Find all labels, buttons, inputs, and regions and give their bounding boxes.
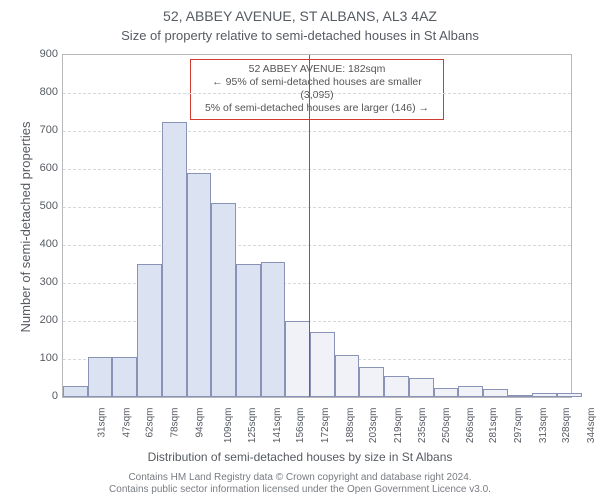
x-tick: 344sqm: [586, 408, 597, 444]
x-tick: 219sqm: [393, 408, 404, 444]
gridline: [63, 245, 571, 246]
annotation-line-1: 52 ABBEY AVENUE: 182sqm: [197, 63, 437, 76]
annotation-box: 52 ABBEY AVENUE: 182sqm ← 95% of semi-de…: [190, 59, 444, 120]
x-tick: 172sqm: [320, 408, 331, 444]
histogram-bar: [310, 332, 335, 397]
annotation-line-2: ← 95% of semi-detached houses are smalle…: [197, 76, 437, 102]
y-tick: 200: [40, 314, 58, 326]
x-axis-label: Distribution of semi-detached houses by …: [0, 450, 600, 464]
title-line-1: 52, ABBEY AVENUE, ST ALBANS, AL3 4AZ: [0, 8, 600, 24]
x-tick: 235sqm: [417, 408, 428, 444]
footer-line-1: Contains HM Land Registry data © Crown c…: [0, 472, 600, 484]
gridline: [63, 93, 571, 94]
histogram-bar: [211, 203, 236, 397]
title-line-2: Size of property relative to semi-detach…: [0, 28, 600, 43]
histogram-bar: [88, 357, 113, 397]
chart-plot-area: 52 ABBEY AVENUE: 182sqm ← 95% of semi-de…: [62, 54, 572, 398]
gridline: [63, 207, 571, 208]
x-tick: 47sqm: [122, 408, 133, 438]
x-tick: 141sqm: [272, 408, 283, 444]
x-tick: 188sqm: [345, 408, 356, 444]
histogram-bar: [112, 357, 137, 397]
histogram-bar: [335, 355, 360, 397]
x-tick: 203sqm: [368, 408, 379, 444]
histogram-bar: [532, 393, 557, 397]
marker-line: [309, 55, 310, 397]
y-tick: 900: [40, 48, 58, 60]
y-tick: 300: [40, 276, 58, 288]
histogram-bar: [384, 376, 409, 397]
histogram-bar: [458, 386, 483, 397]
x-tick: 109sqm: [223, 408, 234, 444]
x-tick: 250sqm: [441, 408, 452, 444]
histogram-bar: [557, 393, 582, 397]
y-axis-label: Number of semi-detached properties: [18, 122, 33, 333]
x-tick: 125sqm: [248, 408, 259, 444]
y-tick: 500: [40, 200, 58, 212]
x-tick: 328sqm: [561, 408, 572, 444]
y-tick: 0: [52, 390, 58, 402]
footer: Contains HM Land Registry data © Crown c…: [0, 472, 600, 496]
histogram-bar: [63, 386, 88, 397]
gridline: [63, 169, 571, 170]
histogram-bar: [483, 389, 508, 397]
histogram-bar: [162, 122, 187, 398]
x-tick: 62sqm: [145, 408, 156, 438]
histogram-bar: [409, 378, 434, 397]
x-tick: 31sqm: [97, 408, 108, 438]
y-tick: 400: [40, 238, 58, 250]
x-tick: 313sqm: [538, 408, 549, 444]
annotation-line-3: 5% of semi-detached houses are larger (1…: [197, 102, 437, 115]
histogram-bar: [434, 388, 459, 398]
gridline: [63, 131, 571, 132]
x-tick: 281sqm: [488, 408, 499, 444]
x-tick: 266sqm: [465, 408, 476, 444]
footer-line-2: Contains public sector information licen…: [0, 484, 600, 496]
histogram-bar: [187, 173, 212, 397]
histogram-bar: [261, 262, 286, 397]
histogram-bar: [359, 367, 384, 397]
y-tick: 600: [40, 162, 58, 174]
histogram-bar: [137, 264, 162, 397]
histogram-bar: [508, 395, 533, 397]
x-tick: 78sqm: [169, 408, 180, 438]
x-tick: 156sqm: [295, 408, 306, 444]
histogram-bar: [236, 264, 261, 397]
histogram-bar: [285, 321, 310, 397]
y-tick: 100: [40, 352, 58, 364]
y-tick: 700: [40, 124, 58, 136]
x-tick: 297sqm: [513, 408, 524, 444]
y-tick: 800: [40, 86, 58, 98]
x-tick: 94sqm: [194, 408, 205, 438]
